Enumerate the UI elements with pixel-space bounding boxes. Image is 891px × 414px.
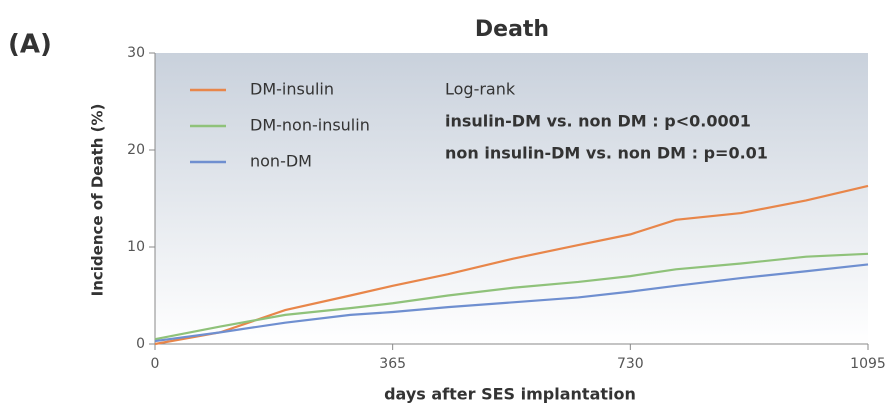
y-axis-label: Incidence of Death (%): [89, 104, 107, 297]
annotation: insulin-DM vs. non DM : p<0.0001: [445, 112, 751, 131]
x-axis-label: days after SES implantation: [384, 385, 636, 404]
x-tick-label: 0: [151, 356, 160, 372]
y-tick-label: 0: [136, 336, 145, 352]
x-tick-label: 1095: [850, 356, 886, 372]
legend-label: non-DM: [250, 152, 312, 171]
legend-label: DM-insulin: [250, 80, 334, 99]
series-line: [154, 263, 869, 343]
series-line: [154, 184, 869, 346]
y-tick-label: 10: [127, 239, 145, 255]
series-line: [154, 252, 869, 341]
plot-background: [155, 53, 868, 344]
x-tick-label: 365: [379, 356, 406, 372]
x-tick-label: 730: [617, 356, 644, 372]
annotation: Log-rank: [445, 80, 516, 99]
legend-label: DM-non-insulin: [250, 116, 370, 135]
y-tick-label: 20: [127, 142, 145, 158]
chart-title: Death: [475, 17, 549, 42]
panel-label: (A): [8, 30, 52, 60]
annotation: non insulin-DM vs. non DM : p=0.01: [445, 144, 768, 163]
y-tick-label: 30: [127, 45, 145, 61]
